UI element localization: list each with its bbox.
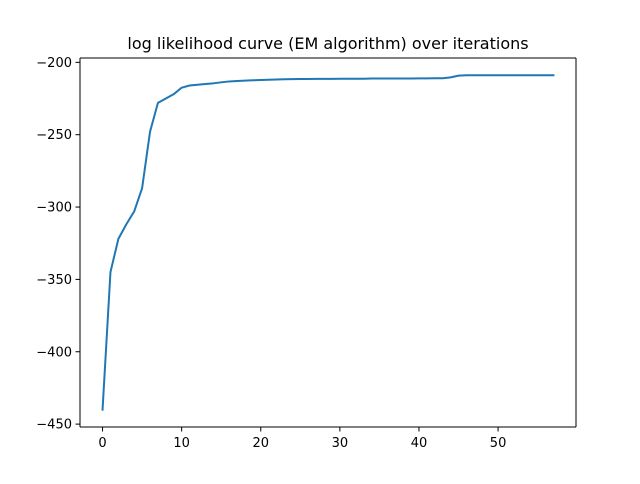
y-tick-label: −300	[36, 201, 72, 216]
x-tick-label: 10	[173, 436, 190, 451]
y-tick-label: −400	[36, 345, 72, 360]
y-tick-label: −450	[36, 418, 72, 433]
y-tick-label: −250	[36, 128, 72, 143]
series-line-0	[101, 74, 555, 411]
chart-title: log likelihood curve (EM algorithm) over…	[127, 34, 528, 53]
x-tick-label: 30	[332, 436, 349, 451]
plot-area: 0 10 20 30 40 50 −200 −250 −300 −350 −400 −450	[36, 56, 577, 451]
x-tick-label: 0	[98, 436, 106, 451]
x-tick-label: 50	[490, 436, 507, 451]
y-tick-label: −200	[36, 56, 72, 71]
y-tick-label: −350	[36, 273, 72, 288]
x-tick-label: 20	[252, 436, 269, 451]
x-tick-label: 40	[411, 436, 428, 451]
